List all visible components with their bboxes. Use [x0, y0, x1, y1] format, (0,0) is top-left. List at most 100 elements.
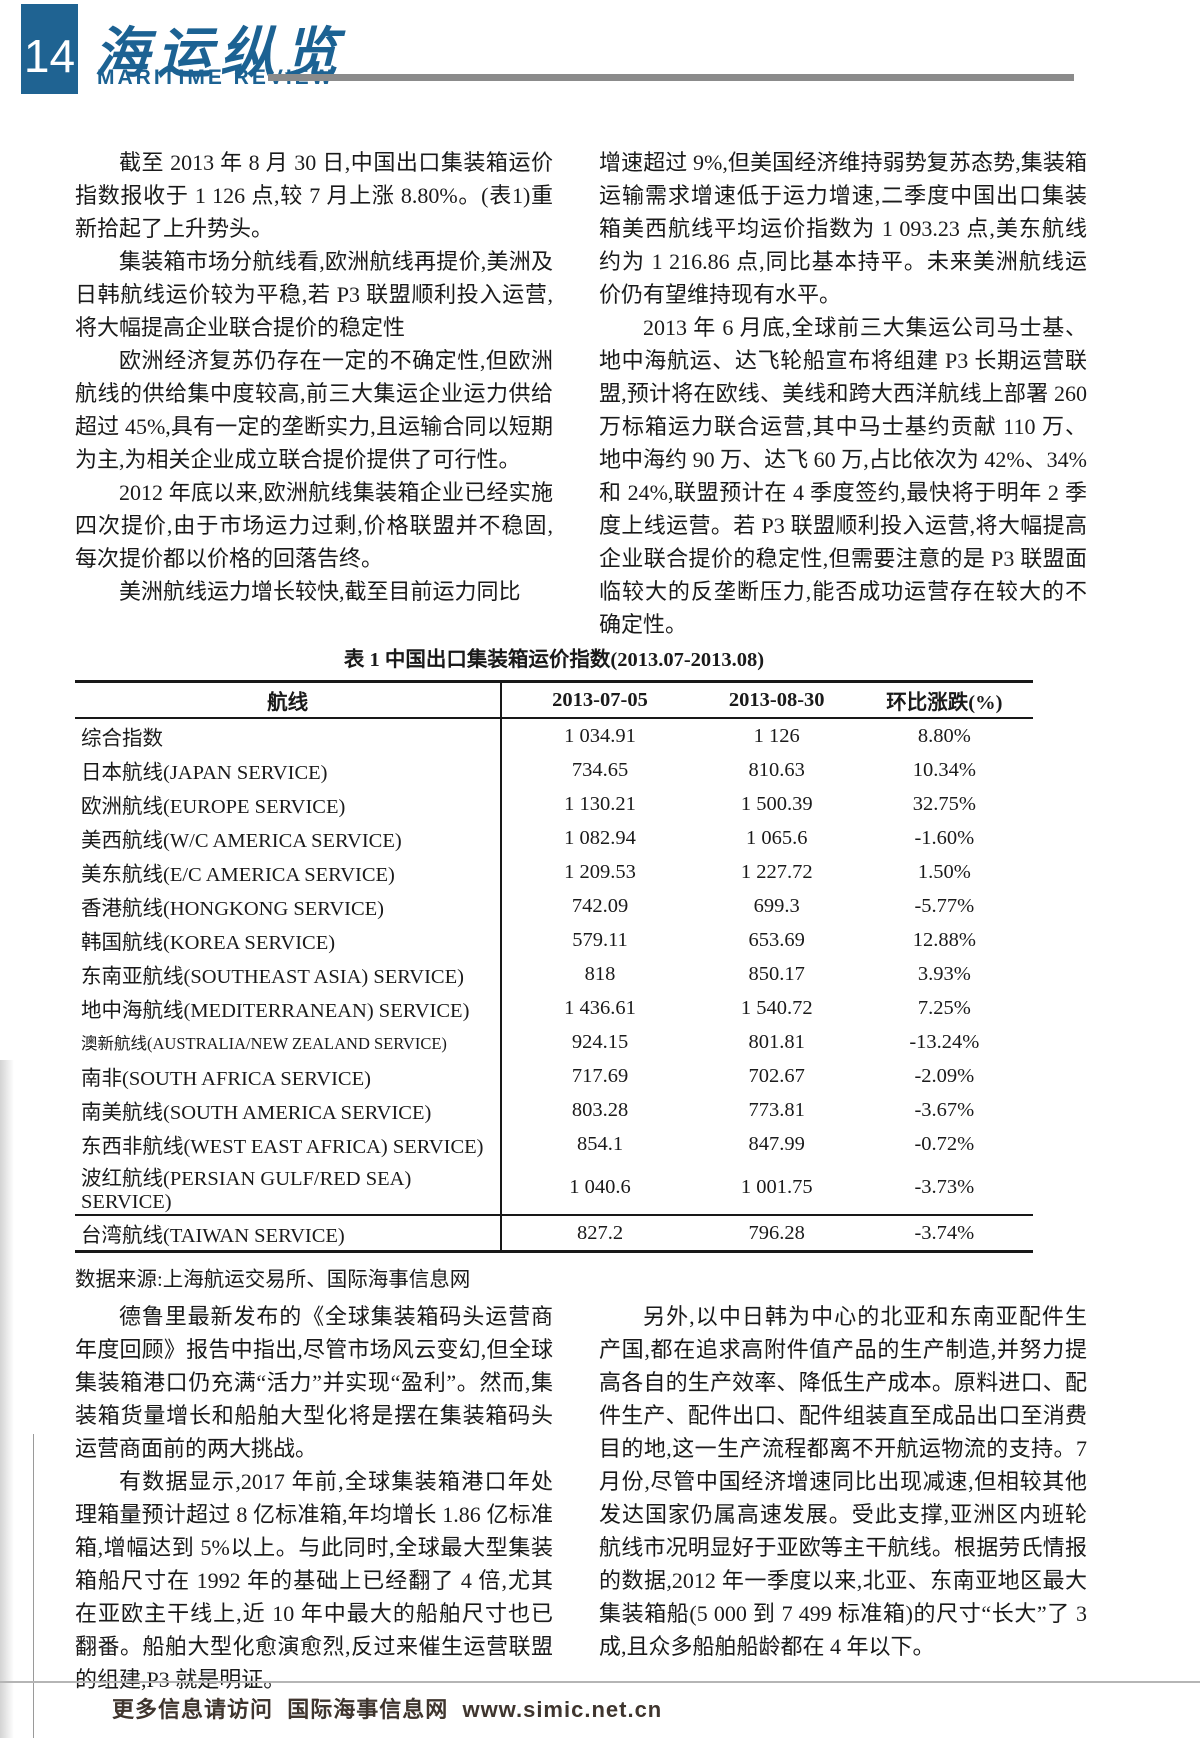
aug-cell: 1 227.72 — [740, 860, 813, 883]
chg-cell: -1.60% — [914, 826, 975, 849]
paragraph: 有数据显示,2017 年前,全球集装箱港口年处理箱量预计超过 8 亿标准箱,年均… — [75, 1469, 553, 1692]
paragraph: 2013 年 6 月底,全球前三大集运公司马士基、地中海航运、达飞轮船宣布将组建… — [599, 315, 1087, 637]
chg-cell: -3.73% — [914, 1176, 975, 1198]
route-cell: 南美航线(SOUTH AMERICA SERVICE) — [75, 1093, 503, 1127]
freight-index-table-block: 表 1 中国出口集装箱运价指数(2013.07-2013.08) 航线 2013… — [75, 648, 1033, 1292]
jul-cell: 1 130.21 — [564, 792, 636, 815]
chg-cell: 1.50% — [917, 860, 971, 883]
aug-cell: 850.17 — [748, 962, 805, 985]
aug-cell: 796.28 — [697, 1214, 856, 1252]
paragraph: 截至 2013 年 8 月 30 日,中国出口集装箱运价指数报收于 1 126 … — [75, 150, 553, 241]
route-cell: 南非(SOUTH AFRICA SERVICE) — [75, 1059, 503, 1093]
page-number-box: 14 — [21, 4, 78, 94]
route-cell: 欧洲航线(EUROPE SERVICE) — [75, 787, 503, 821]
chg-cell: -13.24% — [909, 1030, 980, 1053]
freight-index-table: 航线 2013-07-05 2013-08-30 环比涨跌(%) 综合指数 1 … — [75, 680, 1033, 1253]
chg-cell: -2.09% — [914, 1064, 975, 1087]
column-header: 2013-07-05 — [501, 681, 698, 719]
jul-cell: 1 040.6 — [569, 1176, 631, 1198]
table-row: 美东航线(E/C AMERICA SERVICE) 1 209.53 1 227… — [75, 855, 1033, 889]
article-column-right: 另外,以中日韩为中心的北亚和东南亚配件生产国,都在追求高附件值产品的生产制造,并… — [599, 1300, 1087, 1696]
chg-cell: 10.34% — [912, 758, 976, 781]
table-row: 综合指数 1 034.91 1 126 8.80% — [75, 718, 1033, 753]
jul-cell: 818 — [584, 962, 616, 985]
article-bottom-section: 德鲁里最新发布的《全球集装箱码头运营商年度回顾》报告中指出,尽管市场风云变幻,但… — [75, 1300, 1087, 1696]
aug-cell: 773.81 — [748, 1098, 805, 1121]
article-column-left: 德鲁里最新发布的《全球集装箱码头运营商年度回顾》报告中指出,尽管市场风云变幻,但… — [75, 1300, 553, 1696]
magazine-title-en: MARITIME REVIEW — [97, 66, 335, 89]
jul-cell: 1 209.53 — [564, 860, 636, 883]
paragraph: 美洲航线运力增长较快,截至目前运力同比 — [119, 579, 521, 604]
paragraph: 德鲁里最新发布的《全球集装箱码头运营商年度回顾》报告中指出,尽管市场风云变幻,但… — [75, 1304, 553, 1461]
jul-cell: 579.11 — [572, 928, 628, 951]
jul-cell: 827.2 — [501, 1214, 698, 1252]
aug-cell: 801.81 — [748, 1030, 805, 1053]
route-cell: 香港航线(HONGKONG SERVICE) — [75, 889, 503, 923]
table-row: 南美航线(SOUTH AMERICA SERVICE) 803.28 773.8… — [75, 1093, 1033, 1127]
aug-cell: 1 065.6 — [745, 826, 808, 849]
chg-cell: 32.75% — [912, 792, 976, 815]
route-cell: 美东航线(E/C AMERICA SERVICE) — [75, 855, 503, 889]
route-cell: 东西非航线(WEST EAST AFRICA) SERVICE) — [75, 1127, 503, 1161]
column-header: 2013-08-30 — [697, 681, 856, 719]
chg-cell: -5.77% — [914, 894, 975, 917]
column-header: 航线 — [75, 681, 503, 719]
chg-cell: 7.25% — [917, 996, 971, 1019]
chg-cell: -3.74% — [855, 1214, 1033, 1252]
jul-cell: 1 082.94 — [564, 826, 636, 849]
jul-cell: 742.09 — [571, 894, 629, 917]
header-rule — [268, 74, 1074, 81]
route-cell: 台湾航线(TAIWAN SERVICE) — [75, 1214, 503, 1252]
chg-cell: 12.88% — [912, 928, 976, 951]
jul-cell: 1 034.91 — [564, 724, 636, 747]
paragraph: 另外,以中日韩为中心的北亚和东南亚配件生产国,都在追求高附件值产品的生产制造,并… — [599, 1304, 1087, 1659]
paragraph: 集装箱市场分航线看,欧洲航线再提价,美洲及日韩航线运价较为平稳,若 P3 联盟顺… — [75, 249, 553, 340]
footer-rule — [0, 1681, 1200, 1683]
chg-cell: 8.80% — [917, 724, 971, 747]
aug-cell: 699.3 — [753, 894, 800, 917]
table-row: 地中海航线(MEDITERRANEAN) SERVICE) 1 436.61 1… — [75, 991, 1033, 1025]
column-gutter — [553, 1300, 599, 1696]
table-row: 澳新航线(AUSTRALIA/NEW ZEALAND SERVICE) 924.… — [75, 1025, 1033, 1059]
jul-cell: 1 436.61 — [564, 996, 636, 1019]
table-row: 东南亚航线(SOUTHEAST ASIA) SERVICE) 818 850.1… — [75, 957, 1033, 991]
aug-cell: 653.69 — [748, 928, 805, 951]
article-column-left: 截至 2013 年 8 月 30 日,中国出口集装箱运价指数报收于 1 126 … — [75, 146, 553, 641]
article-top-section: 截至 2013 年 8 月 30 日,中国出口集装箱运价指数报收于 1 126 … — [75, 146, 1087, 641]
aug-cell: 1 001.75 — [740, 1176, 813, 1198]
table-row: 东西非航线(WEST EAST AFRICA) SERVICE) 854.1 8… — [75, 1127, 1033, 1161]
route-cell: 综合指数 — [75, 718, 503, 753]
table-header-row: 航线 2013-07-05 2013-08-30 环比涨跌(%) — [75, 681, 1033, 719]
paragraph: 增速超过 9%,但美国经济维持弱势复苏态势,集装箱运输需求增速低于运力增速,二季… — [599, 150, 1087, 307]
route-cell: 澳新航线(AUSTRALIA/NEW ZEALAND SERVICE) — [75, 1025, 503, 1059]
jul-cell: 803.28 — [571, 1098, 629, 1121]
table-row: 日本航线(JAPAN SERVICE) 734.65 810.63 10.34% — [75, 753, 1033, 787]
table-row: 波红航线(PERSIAN GULF/RED SEA) SERVICE) 1 04… — [75, 1161, 1033, 1215]
route-cell: 东南亚航线(SOUTHEAST ASIA) SERVICE) — [75, 957, 503, 991]
table-row: 美西航线(W/C AMERICA SERVICE) 1 082.94 1 065… — [75, 821, 1033, 855]
aug-cell: 702.67 — [748, 1064, 805, 1087]
aug-cell: 1 540.72 — [740, 996, 813, 1019]
table-row: 台湾航线(TAIWAN SERVICE) 827.2 796.28 -3.74% — [75, 1214, 1033, 1252]
route-cell: 美西航线(W/C AMERICA SERVICE) — [75, 821, 503, 855]
route-cell: 波红航线(PERSIAN GULF/RED SEA) SERVICE) — [75, 1161, 503, 1215]
route-cell: 日本航线(JAPAN SERVICE) — [75, 753, 503, 787]
table-row: 南非(SOUTH AFRICA SERVICE) 717.69 702.67 -… — [75, 1059, 1033, 1093]
chg-cell: 3.93% — [917, 962, 971, 985]
table-caption: 表 1 中国出口集装箱运价指数(2013.07-2013.08) — [343, 649, 765, 671]
aug-cell: 810.63 — [748, 758, 805, 781]
magazine-title-cn: 海运纵览 — [94, 23, 347, 84]
route-cell: 韩国航线(KOREA SERVICE) — [75, 923, 503, 957]
aug-cell: 1 126 — [753, 724, 800, 747]
scan-edge-shade — [0, 1060, 14, 1738]
article-column-right: 增速超过 9%,但美国经济维持弱势复苏态势,集装箱运输需求增速低于运力增速,二季… — [599, 146, 1087, 641]
column-gutter — [553, 146, 599, 641]
footer-note: 更多信息请访问 国际海事信息网 www.simic.net.cn — [112, 1697, 663, 1722]
data-source-note: 数据来源:上海航运交易所、国际海事信息网 — [75, 1269, 471, 1291]
side-rule — [33, 1434, 34, 1738]
jul-cell: 717.69 — [571, 1064, 629, 1087]
jul-cell: 734.65 — [571, 758, 629, 781]
table-row: 韩国航线(KOREA SERVICE) 579.11 653.69 12.88% — [75, 923, 1033, 957]
aug-cell: 1 500.39 — [740, 792, 813, 815]
